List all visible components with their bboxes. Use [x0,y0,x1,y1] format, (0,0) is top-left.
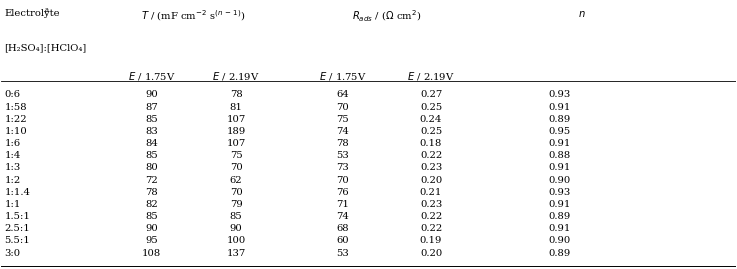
Text: 0.91: 0.91 [548,163,571,172]
Text: 53: 53 [336,249,349,258]
Text: 0.21: 0.21 [420,188,442,197]
Text: 85: 85 [145,212,158,221]
Text: 84: 84 [145,139,158,148]
Text: 90: 90 [145,224,158,233]
Text: 0.89: 0.89 [548,212,571,221]
Text: 79: 79 [230,200,242,209]
Text: 189: 189 [226,127,245,136]
Text: 82: 82 [145,200,158,209]
Text: 0.22: 0.22 [420,151,442,160]
Text: 0.22: 0.22 [420,224,442,233]
Text: 137: 137 [226,249,245,258]
Text: 62: 62 [230,176,242,185]
Text: 1.5:1: 1.5:1 [4,212,30,221]
Text: 0.91: 0.91 [548,200,571,209]
Text: 1:22: 1:22 [4,115,27,124]
Text: a: a [45,6,49,14]
Text: 72: 72 [145,176,158,185]
Text: 75: 75 [336,115,349,124]
Text: 0.23: 0.23 [420,163,442,172]
Text: 0.91: 0.91 [548,224,571,233]
Text: 1:4: 1:4 [4,151,21,160]
Text: 71: 71 [336,200,349,209]
Text: 0.90: 0.90 [548,176,571,185]
Text: 108: 108 [142,249,161,258]
Text: 78: 78 [336,139,349,148]
Text: 100: 100 [226,236,245,245]
Text: 73: 73 [336,163,349,172]
Text: 1:1: 1:1 [4,200,21,209]
Text: $\mathit{T}$ / (mF cm$^{-2}$ s$^{(n\,-\,1)}$): $\mathit{T}$ / (mF cm$^{-2}$ s$^{(n\,-\,… [142,9,245,23]
Text: 78: 78 [230,90,242,99]
Text: 0.20: 0.20 [420,176,442,185]
Text: 0.89: 0.89 [548,115,571,124]
Text: 70: 70 [336,102,349,112]
Text: 1:10: 1:10 [4,127,27,136]
Text: 0.19: 0.19 [420,236,442,245]
Text: 0.93: 0.93 [548,90,571,99]
Text: 75: 75 [230,151,242,160]
Text: 70: 70 [230,188,242,197]
Text: 70: 70 [336,176,349,185]
Text: $\mathit{E}$ / 1.75V: $\mathit{E}$ / 1.75V [128,70,175,82]
Text: 0.24: 0.24 [420,115,442,124]
Text: 5.5:1: 5.5:1 [4,236,30,245]
Text: 0.25: 0.25 [420,127,442,136]
Text: 53: 53 [336,151,349,160]
Text: 0.18: 0.18 [420,139,442,148]
Text: $\mathit{E}$ / 1.75V: $\mathit{E}$ / 1.75V [319,70,366,82]
Text: 0.23: 0.23 [420,200,442,209]
Text: 83: 83 [145,127,158,136]
Text: 1:2: 1:2 [4,176,21,185]
Text: 74: 74 [336,212,349,221]
Text: 0.27: 0.27 [420,90,442,99]
Text: 76: 76 [337,188,349,197]
Text: $\mathit{R}_{\mathit{ads}}$ / ($\Omega$ cm$^{2}$): $\mathit{R}_{\mathit{ads}}$ / ($\Omega$ … [352,9,422,24]
Text: 80: 80 [145,163,158,172]
Text: 107: 107 [226,115,245,124]
Text: 90: 90 [230,224,242,233]
Text: 60: 60 [337,236,349,245]
Text: 1:1.4: 1:1.4 [4,188,30,197]
Text: 85: 85 [145,115,158,124]
Text: 70: 70 [230,163,242,172]
Text: 0.91: 0.91 [548,139,571,148]
Text: 85: 85 [230,212,242,221]
Text: 68: 68 [337,224,349,233]
Text: 1:3: 1:3 [4,163,21,172]
Text: Electrolyte: Electrolyte [4,9,60,18]
Text: 107: 107 [226,139,245,148]
Text: 85: 85 [145,151,158,160]
Text: 1:58: 1:58 [4,102,27,112]
Text: 0.91: 0.91 [548,102,571,112]
Text: 0:6: 0:6 [4,90,21,99]
Text: 0.22: 0.22 [420,212,442,221]
Text: 3:0: 3:0 [4,249,21,258]
Text: $\mathit{E}$ / 2.19V: $\mathit{E}$ / 2.19V [212,70,260,82]
Text: 90: 90 [145,90,158,99]
Text: 0.20: 0.20 [420,249,442,258]
Text: 0.25: 0.25 [420,102,442,112]
Text: 0.88: 0.88 [548,151,571,160]
Text: 0.93: 0.93 [548,188,571,197]
Text: $\mathit{n}$: $\mathit{n}$ [578,9,586,19]
Text: [H₂SO₄]:[HClO₄]: [H₂SO₄]:[HClO₄] [4,44,87,52]
Text: 0.95: 0.95 [548,127,571,136]
Text: 0.89: 0.89 [548,249,571,258]
Text: $\mathit{E}$ / 2.19V: $\mathit{E}$ / 2.19V [407,70,455,82]
Text: 64: 64 [336,90,349,99]
Text: 95: 95 [145,236,158,245]
Text: 1:6: 1:6 [4,139,21,148]
Text: 81: 81 [230,102,242,112]
Text: 74: 74 [336,127,349,136]
Text: 78: 78 [145,188,158,197]
Text: 2.5:1: 2.5:1 [4,224,30,233]
Text: 0.90: 0.90 [548,236,571,245]
Text: 87: 87 [145,102,158,112]
